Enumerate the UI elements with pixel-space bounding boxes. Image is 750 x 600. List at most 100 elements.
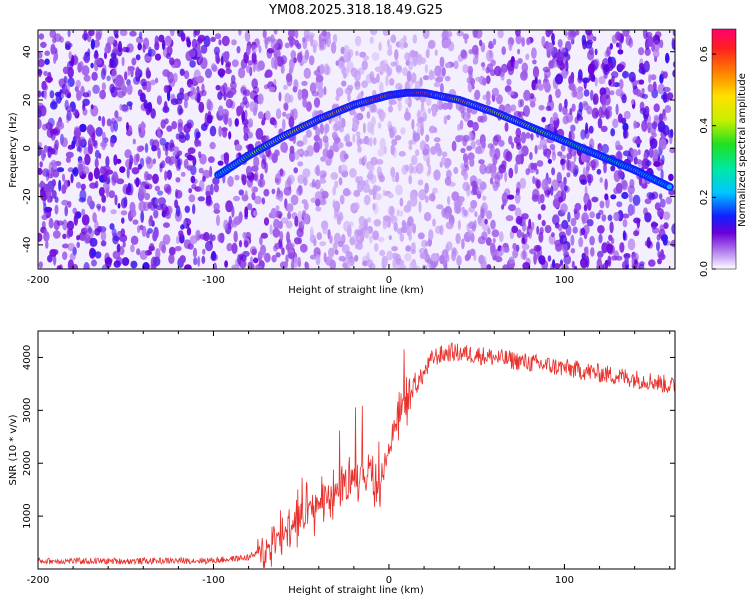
heatmap-noise-cell bbox=[381, 255, 388, 267]
heatmap-noise-cell bbox=[585, 255, 590, 268]
heatmap-noise-cell bbox=[571, 103, 576, 112]
heatmap-noise-cell bbox=[121, 46, 130, 53]
heatmap-noise-cell bbox=[408, 61, 414, 71]
heatmap-noise-cell bbox=[273, 218, 280, 230]
heatmap-noise-cell bbox=[439, 83, 444, 94]
heatmap-noise-cell bbox=[541, 259, 549, 269]
heatmap-noise-cell bbox=[520, 250, 528, 261]
heatmap-noise-cell bbox=[93, 139, 98, 149]
heatmap-noise-cell bbox=[531, 47, 537, 59]
heatmap-noise-cell bbox=[609, 221, 614, 234]
heatmap-noise-cell bbox=[274, 149, 279, 157]
heatmap-noise-cell bbox=[356, 136, 362, 148]
heatmap-noise-cell bbox=[285, 72, 293, 83]
heatmap-noise-cell bbox=[205, 68, 212, 79]
heatmap-noise-cell bbox=[302, 168, 311, 178]
heatmap-noise-cell bbox=[560, 181, 564, 191]
heatmap-noise-cell bbox=[52, 169, 60, 178]
heatmap-noise-cell bbox=[563, 176, 567, 186]
heatmap-noise-cell bbox=[470, 140, 476, 150]
heatmap-noise-cell bbox=[251, 44, 257, 55]
heatmap-noise-cell bbox=[149, 243, 155, 251]
heatmap-noise-cell bbox=[188, 49, 196, 58]
heatmap-noise-cell bbox=[632, 194, 641, 206]
heatmap-noise-cell bbox=[604, 193, 609, 201]
heatmap-noise-cell bbox=[101, 116, 106, 127]
heatmap-noise-cell bbox=[246, 45, 251, 56]
heatmap-noise-cell bbox=[157, 197, 165, 205]
heatmap-noise-cell bbox=[323, 86, 327, 96]
heatmap-noise-cell bbox=[343, 153, 349, 160]
heatmap-noise-cell bbox=[78, 163, 84, 176]
heatmap-noise-cell bbox=[598, 209, 604, 216]
heatmap-noise-cell bbox=[508, 43, 513, 51]
heatmap-noise-cell bbox=[641, 88, 645, 94]
heatmap-noise-cell bbox=[388, 205, 395, 217]
heatmap-noise-cell bbox=[564, 30, 568, 37]
heatmap-noise-cell bbox=[202, 248, 206, 255]
heatmap-noise-cell bbox=[53, 143, 58, 156]
heatmap-noise-cell bbox=[187, 147, 196, 155]
heatmap-noise-cell bbox=[287, 211, 292, 220]
heatmap-noise-cell bbox=[634, 138, 642, 144]
heatmap-noise-cell bbox=[297, 89, 303, 101]
heatmap-noise-cell bbox=[264, 252, 271, 263]
heatmap-noise-cell bbox=[326, 149, 334, 160]
heatmap-noise-cell bbox=[462, 153, 468, 163]
heatmap-noise-cell bbox=[397, 100, 402, 112]
heatmap-noise-cell bbox=[545, 105, 552, 111]
heatmap-noise-cell bbox=[504, 171, 508, 183]
heatmap-noise-cell bbox=[522, 69, 528, 79]
heatmap-noise-cell bbox=[281, 247, 285, 256]
heatmap-noise-cell bbox=[368, 163, 375, 172]
heatmap-noise-cell bbox=[361, 60, 368, 71]
heatmap-noise-cell bbox=[542, 79, 550, 89]
heatmap-noise-cell bbox=[478, 254, 485, 265]
heatmap-noise-cell bbox=[424, 64, 429, 74]
heatmap-noise-cell bbox=[551, 32, 555, 43]
heatmap-noise-cell bbox=[94, 228, 101, 236]
heatmap-noise-cell bbox=[392, 258, 396, 269]
heatmap-noise-cell bbox=[319, 241, 327, 247]
heatmap-noise-cell bbox=[58, 264, 63, 269]
heatmap-noise-cell bbox=[183, 158, 189, 169]
heatmap-noise-cell bbox=[517, 48, 521, 55]
heatmap-noise-cell bbox=[273, 30, 278, 35]
heatmap-noise-cell bbox=[169, 30, 175, 37]
heatmap-noise-cell bbox=[325, 159, 332, 166]
heatmap-noise-cell bbox=[514, 163, 518, 175]
heatmap-noise-cell bbox=[441, 156, 446, 165]
heatmap-noise-cell bbox=[75, 137, 82, 148]
heatmap-noise-cell bbox=[648, 147, 654, 159]
heatmap-noise-cell bbox=[538, 79, 542, 85]
heatmap-noise-cell bbox=[266, 36, 272, 42]
heatmap-noise-cell bbox=[333, 242, 338, 250]
heatmap-noise-cell bbox=[239, 259, 247, 269]
heatmap-noise-cell bbox=[382, 215, 391, 222]
heatmap-noise-cell bbox=[371, 52, 380, 62]
heatmap-noise-cell bbox=[115, 74, 124, 87]
heatmap-noise-cell bbox=[66, 220, 75, 231]
heatmap-noise-cell bbox=[581, 212, 589, 224]
heatmap-noise-cell bbox=[285, 258, 289, 269]
heatmap-noise-cell bbox=[446, 169, 452, 179]
heatmap-noise-cell bbox=[638, 176, 643, 186]
heatmap-noise-cell bbox=[575, 30, 580, 36]
heatmap-noise-cell bbox=[545, 42, 554, 54]
heatmap-noise-cell bbox=[671, 223, 675, 235]
heatmap-noise-cell bbox=[672, 30, 675, 37]
heatmap-noise-cell bbox=[264, 37, 268, 50]
heatmap-noise-cell bbox=[427, 39, 436, 49]
heatmap-noise-cell bbox=[148, 217, 153, 227]
heatmap-noise-cell bbox=[205, 184, 213, 196]
heatmap-noise-cell bbox=[388, 235, 392, 241]
heatmap-noise-cell bbox=[475, 146, 482, 155]
heatmap-noise-cell bbox=[541, 178, 549, 191]
heatmap-noise-cell bbox=[61, 251, 68, 260]
heatmap-noise-cell bbox=[231, 242, 238, 254]
heatmap-noise-cell bbox=[630, 149, 639, 158]
heatmap-noise-cell bbox=[643, 113, 648, 122]
heatmap-noise-cell bbox=[659, 198, 666, 208]
heatmap-noise-cell bbox=[92, 84, 100, 95]
heatmap-noise-cell bbox=[213, 202, 220, 211]
